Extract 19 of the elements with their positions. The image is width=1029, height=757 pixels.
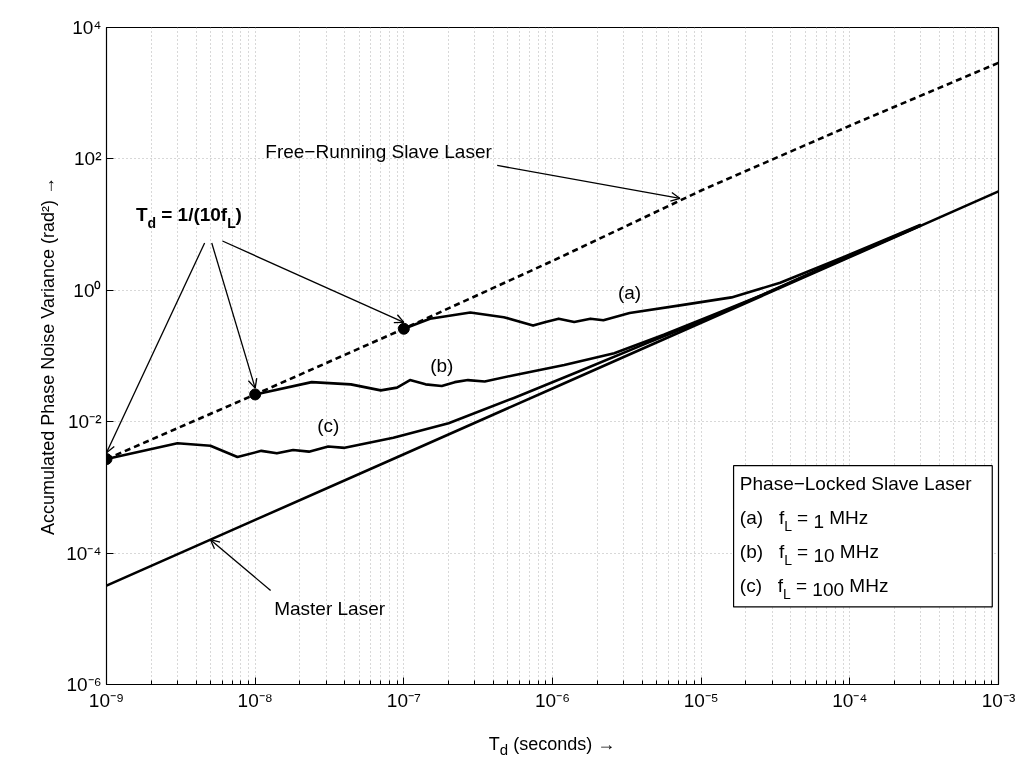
y-tick-label: 10⁻² [68,411,102,433]
x-tick-label: 10⁻⁴ [832,689,868,711]
x-tick-label: 10⁻³ [981,689,1016,711]
x-tick-label: 10⁻⁸ [237,689,273,711]
series-label: (a) [617,282,642,304]
annotation: Free−Running Slave Laser [265,141,493,163]
annotation: Phase−Locked Slave Laser [739,472,973,494]
series-label: (c) [317,415,340,437]
annotation: Master Laser [274,597,386,619]
y-axis-title: Accumulated Phase Noise Variance (rad²) → [38,177,59,535]
x-tick-label: 10⁻⁵ [683,689,719,711]
x-axis-title: T$_{d}$ (seconds) → [488,733,616,757]
y-tick-label: 10⁻⁴ [66,542,102,564]
x-tick-label: 10⁻⁶ [535,689,570,711]
y-tick-label: 10⁰ [73,279,102,301]
series-label: (b) [430,354,454,376]
x-tick-label: 10⁻⁷ [386,689,421,711]
y-tick-label: 10² [74,148,102,170]
y-tick-label: 10⁴ [72,17,102,38]
